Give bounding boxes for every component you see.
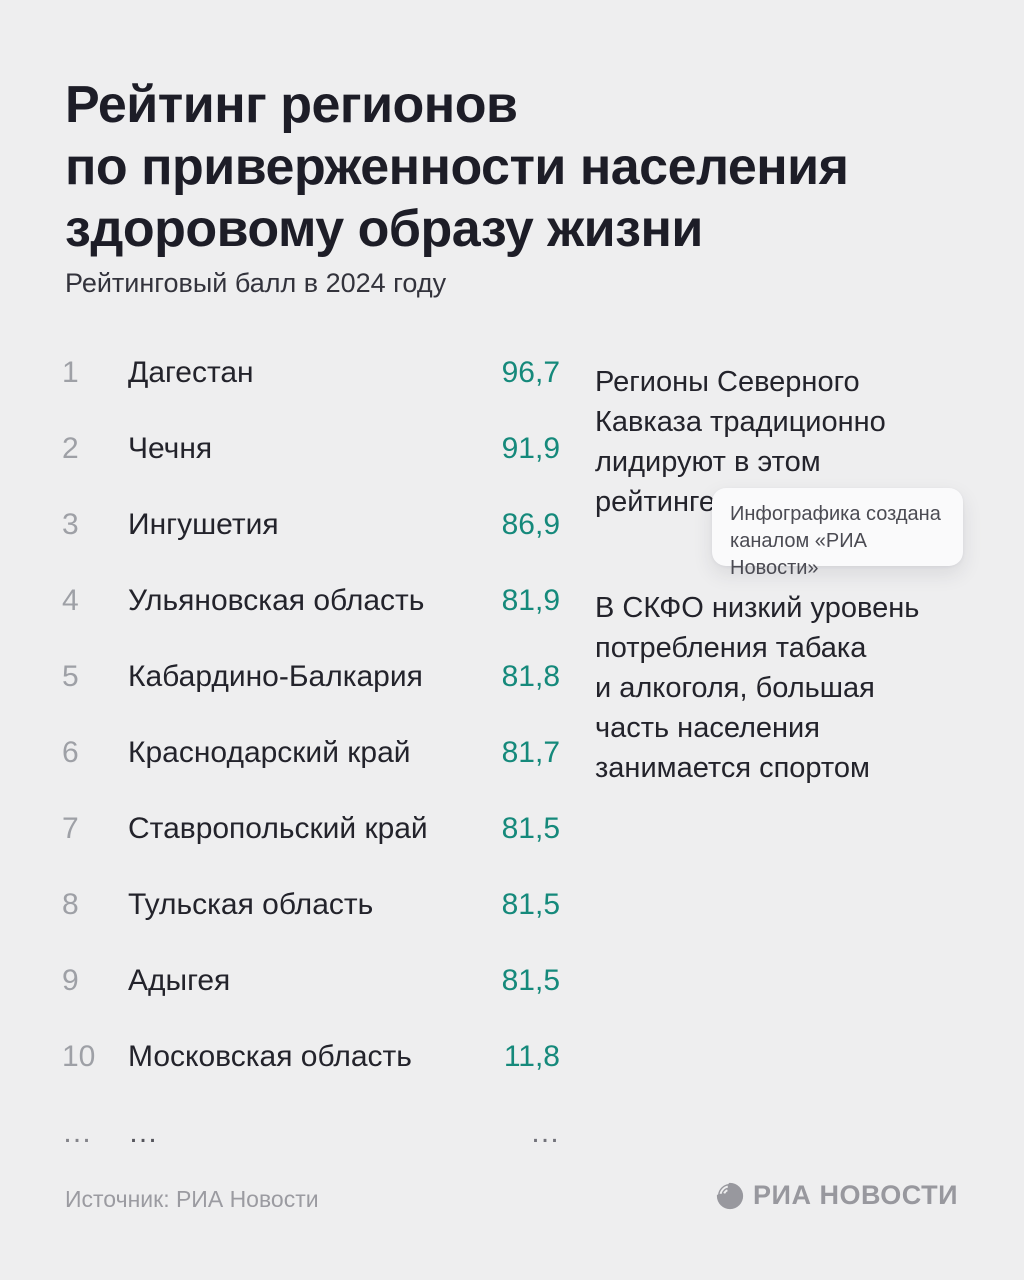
table-row: 10 Московская область 11,8 [62,1040,560,1116]
annotation-line: В СКФО низкий уровень [595,592,920,624]
table-row: 6 Краснодарский край 81,7 [62,736,560,812]
ria-globe-icon [716,1181,744,1210]
rank-number: 9 [62,964,79,997]
score-value: 81,7 [501,736,560,769]
table-row: 8 Тульская область 81,5 [62,888,560,964]
page-title: Рейтинг регионов по приверженности насел… [65,74,849,260]
rank-number: 1 [62,356,79,389]
annotation-north-caucasus: Регионы Северного Кавказа традиционно ли… [595,362,955,522]
score-value: 81,5 [501,812,560,845]
annotation-line: лидируют в этом [595,446,821,478]
score-value: 81,5 [501,964,560,997]
region-name: Ульяновская область [128,584,425,617]
table-row: 5 Кабардино-Балкария 81,8 [62,660,560,736]
score-value: 96,7 [501,356,560,389]
attribution-tooltip: Инфографика создана каналом «РИА Новости… [712,488,963,579]
score-value: 81,5 [501,888,560,921]
score-value: 81,8 [501,660,560,693]
table-row: 9 Адыгея 81,5 [62,964,560,1040]
table-row: 2 Чечня 91,9 [62,432,560,508]
region-name: Тульская область [128,888,374,921]
score-value: 86,9 [501,508,560,541]
table-row: 7 Ставропольский край 81,5 [62,812,560,888]
tooltip-line: Инфографика создана [730,503,941,525]
region-name: Чечня [128,432,213,465]
region-name: Ингушетия [128,508,279,541]
annotation-line: и алкоголя, большая [595,672,875,704]
rank-number: 5 [62,660,79,693]
rank-number: 4 [62,584,79,617]
region-name: Московская область [128,1040,412,1073]
score-value: 91,9 [501,432,560,465]
annotation-line: занимается спортом [595,752,870,784]
rank-number: 3 [62,508,79,541]
annotation-line: Регионы Северного [595,366,860,398]
title-line-1: Рейтинг регионов [65,76,518,134]
table-row-ellipsis: … … … [62,1116,560,1164]
rank-number: 7 [62,812,79,845]
table-row: 4 Ульяновская область 81,9 [62,584,560,660]
rank-number: 6 [62,736,79,769]
table-row: 1 Дагестан 96,7 [62,356,560,432]
rank-number: 10 [62,1040,96,1073]
title-line-2: по приверженности населения [65,138,849,196]
tooltip-line: каналом «РИА Новости» [730,530,867,579]
page-subtitle: Рейтинговый балл в 2024 году [65,268,447,298]
ranking-table: 1 Дагестан 96,7 2 Чечня 91,9 3 Ингушетия… [62,356,560,1164]
annotation-line: рейтинге [595,486,716,518]
score-value: 11,8 [503,1040,560,1073]
ria-logo-text: РИА НОВОСТИ [753,1180,958,1210]
source-label: Источник: РИА Новости [65,1186,319,1212]
region-name: Ставропольский край [128,812,428,845]
region-name: Дагестан [128,356,254,389]
annotation-line: Кавказа традиционно [595,406,886,438]
region-ellipsis: … [128,1116,158,1149]
region-name: Адыгея [128,964,231,997]
score-ellipsis: … [530,1116,560,1149]
annotation-skfo: В СКФО низкий уровень потребления табака… [595,588,955,788]
rank-number: 2 [62,432,79,465]
region-name: Кабардино-Балкария [128,660,423,693]
table-row: 3 Ингушетия 86,9 [62,508,560,584]
score-value: 81,9 [501,584,560,617]
title-line-3: здоровому образу жизни [65,200,703,258]
rank-number: 8 [62,888,79,921]
annotation-line: потребления табака [595,632,867,664]
ria-novosti-logo: РИА НОВОСТИ [716,1180,958,1211]
region-name: Краснодарский край [128,736,411,769]
annotation-line: часть населения [595,712,820,744]
rank-ellipsis: … [62,1116,92,1149]
